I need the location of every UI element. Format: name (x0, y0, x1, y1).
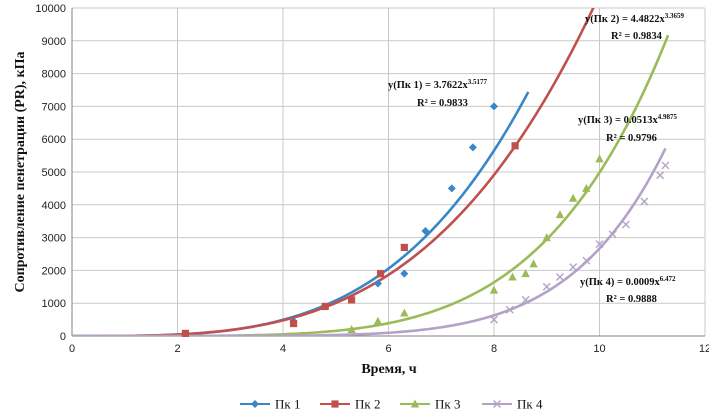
y-tick-label-4: 4000 (42, 200, 66, 212)
r2-pk3: R² = 0.9796 (606, 133, 657, 144)
y-tick-label-0: 0 (60, 331, 66, 343)
legend-item-pk1: Пк 1 (240, 397, 300, 412)
point-pk4-9 (621, 220, 630, 229)
legend-item-pk3: Пк 3 (400, 397, 460, 412)
point-pk4-6 (582, 256, 591, 265)
point-pk4-1 (505, 305, 514, 314)
y-tick-label-8: 8000 (42, 69, 66, 81)
legend-label-pk1: Пк 1 (275, 397, 300, 412)
x-tick-label-4: 8 (491, 343, 497, 355)
point-pk2-1 (289, 319, 298, 328)
x-axis-title: Время, ч (361, 362, 416, 377)
fit-curve-3 (72, 34, 670, 336)
equation-pk4-main: y(Пк 4) = 0.0009x (580, 277, 660, 288)
point-pk4-3 (542, 282, 551, 291)
equation-pk3-main: y(Пк 3) = 0.0513x (578, 115, 658, 126)
point-pk1-6 (490, 102, 498, 111)
svg-text:y(Пк 4) = 0.0009x6.472: y(Пк 4) = 0.0009x6.472 (580, 275, 676, 288)
point-pk2-2 (321, 302, 329, 311)
x-tick-label-1: 2 (174, 343, 180, 355)
point-pk4-2 (521, 295, 530, 304)
legend: Пк 1 Пк 2 Пк 3 Пк 4 (240, 397, 543, 412)
equation-pk4: y(Пк 4) = 0.0009x6.472 R² = 0.9888 (580, 275, 676, 305)
data-points (181, 102, 670, 337)
r2-pk4: R² = 0.9888 (606, 294, 657, 305)
r2-pk2: R² = 0.9834 (611, 31, 663, 42)
y-tick-label-3: 3000 (42, 233, 66, 245)
equation-pk1-exp: 3.5177 (468, 78, 488, 86)
x-tick-label-0: 0 (69, 343, 75, 355)
fit-curve-4 (72, 147, 667, 336)
y-tick-label-9: 9000 (42, 36, 66, 48)
equation-pk4-exp: 6.472 (660, 275, 676, 283)
point-pk1-2 (400, 269, 409, 278)
svg-text:y(Пк 3) = 0.0513x4.9875: y(Пк 3) = 0.0513x4.9875 (578, 113, 677, 126)
legend-label-pk4: Пк 4 (517, 397, 543, 412)
y-axis-title: Сопротивление пенетрации (PR), кПа (13, 51, 28, 292)
point-pk3-6 (529, 259, 538, 268)
point-pk3-7 (542, 233, 551, 242)
y-tick-label-10: 10000 (35, 3, 66, 15)
x-tick-label-5: 10 (593, 343, 605, 355)
svg-text:y(Пк 2) = 4.4822x3.3659: y(Пк 2) = 4.4822x3.3659 (585, 12, 684, 25)
point-pk2-0 (181, 329, 190, 337)
y-tick-label-5: 5000 (42, 167, 66, 179)
point-pk4-5 (569, 263, 578, 272)
point-pk4-0 (490, 315, 498, 324)
point-pk3-3 (489, 285, 499, 294)
point-pk3-1 (373, 316, 383, 325)
point-pk3-8 (555, 210, 565, 219)
point-pk3-2 (400, 308, 409, 317)
legend-marker-pk4 (493, 400, 501, 408)
point-pk2-4 (376, 270, 385, 278)
point-pk4-12 (661, 161, 670, 170)
equation-pk2-main: y(Пк 2) = 4.4822x (585, 14, 665, 25)
point-pk1-4 (447, 184, 456, 193)
point-pk2-5 (400, 243, 408, 252)
fit-curve-2 (72, 8, 595, 336)
fit-curves (72, 8, 670, 336)
r2-pk1: R² = 0.9833 (417, 98, 468, 109)
legend-marker-pk1 (251, 400, 259, 408)
point-pk3-11 (595, 154, 604, 163)
y-tick-label-2: 2000 (42, 265, 66, 277)
y-tick-label-6: 6000 (42, 134, 66, 146)
x-tick-label-3: 6 (385, 343, 391, 355)
equation-pk1-main: y(Пк 1) = 3.7622x (388, 80, 468, 91)
point-pk2-6 (511, 142, 519, 150)
legend-marker-pk2 (331, 400, 339, 408)
legend-label-pk3: Пк 3 (435, 397, 460, 412)
point-pk1-3 (421, 227, 430, 236)
point-pk3-10 (582, 183, 591, 192)
legend-item-pk4: Пк 4 (482, 397, 543, 412)
point-pk4-11 (656, 171, 665, 180)
equation-pk1: y(Пк 1) = 3.7622x3.5177 R² = 0.9833 (388, 78, 487, 109)
y-tick-label-7: 7000 (42, 101, 66, 113)
equation-pk2: y(Пк 2) = 4.4822x3.3659 R² = 0.9834 (585, 12, 684, 42)
x-tick-label-6: 12 (699, 343, 709, 355)
y-tick-label-1: 1000 (42, 298, 66, 310)
legend-marker-pk3 (410, 399, 420, 408)
point-pk3-4 (508, 272, 517, 281)
point-pk4-8 (608, 230, 617, 239)
point-pk3-0 (347, 324, 356, 333)
point-pk4-4 (555, 272, 564, 281)
legend-label-pk2: Пк 2 (355, 397, 380, 412)
equation-pk2-exp: 3.3659 (665, 12, 685, 20)
legend-item-pk2: Пк 2 (320, 397, 380, 412)
grid (71, 7, 706, 337)
equation-pk3: y(Пк 3) = 0.0513x4.9875 R² = 0.9796 (578, 113, 677, 144)
point-pk4-10 (640, 197, 649, 206)
svg-text:y(Пк 1) = 3.7622x3.5177: y(Пк 1) = 3.7622x3.5177 (388, 78, 487, 91)
equation-pk3-exp: 4.9875 (658, 113, 678, 121)
point-pk3-9 (568, 193, 578, 202)
point-pk1-1 (373, 279, 382, 288)
x-tick-label-2: 4 (280, 343, 286, 355)
point-pk4-7 (595, 240, 604, 249)
point-pk2-3 (347, 296, 356, 304)
point-pk3-5 (521, 269, 530, 278)
point-pk1-5 (468, 143, 477, 152)
tick-labels: 0 2 4 6 8 10 12 0 1000 2000 3000 4000 5000 6000 7000 80… (35, 3, 709, 355)
